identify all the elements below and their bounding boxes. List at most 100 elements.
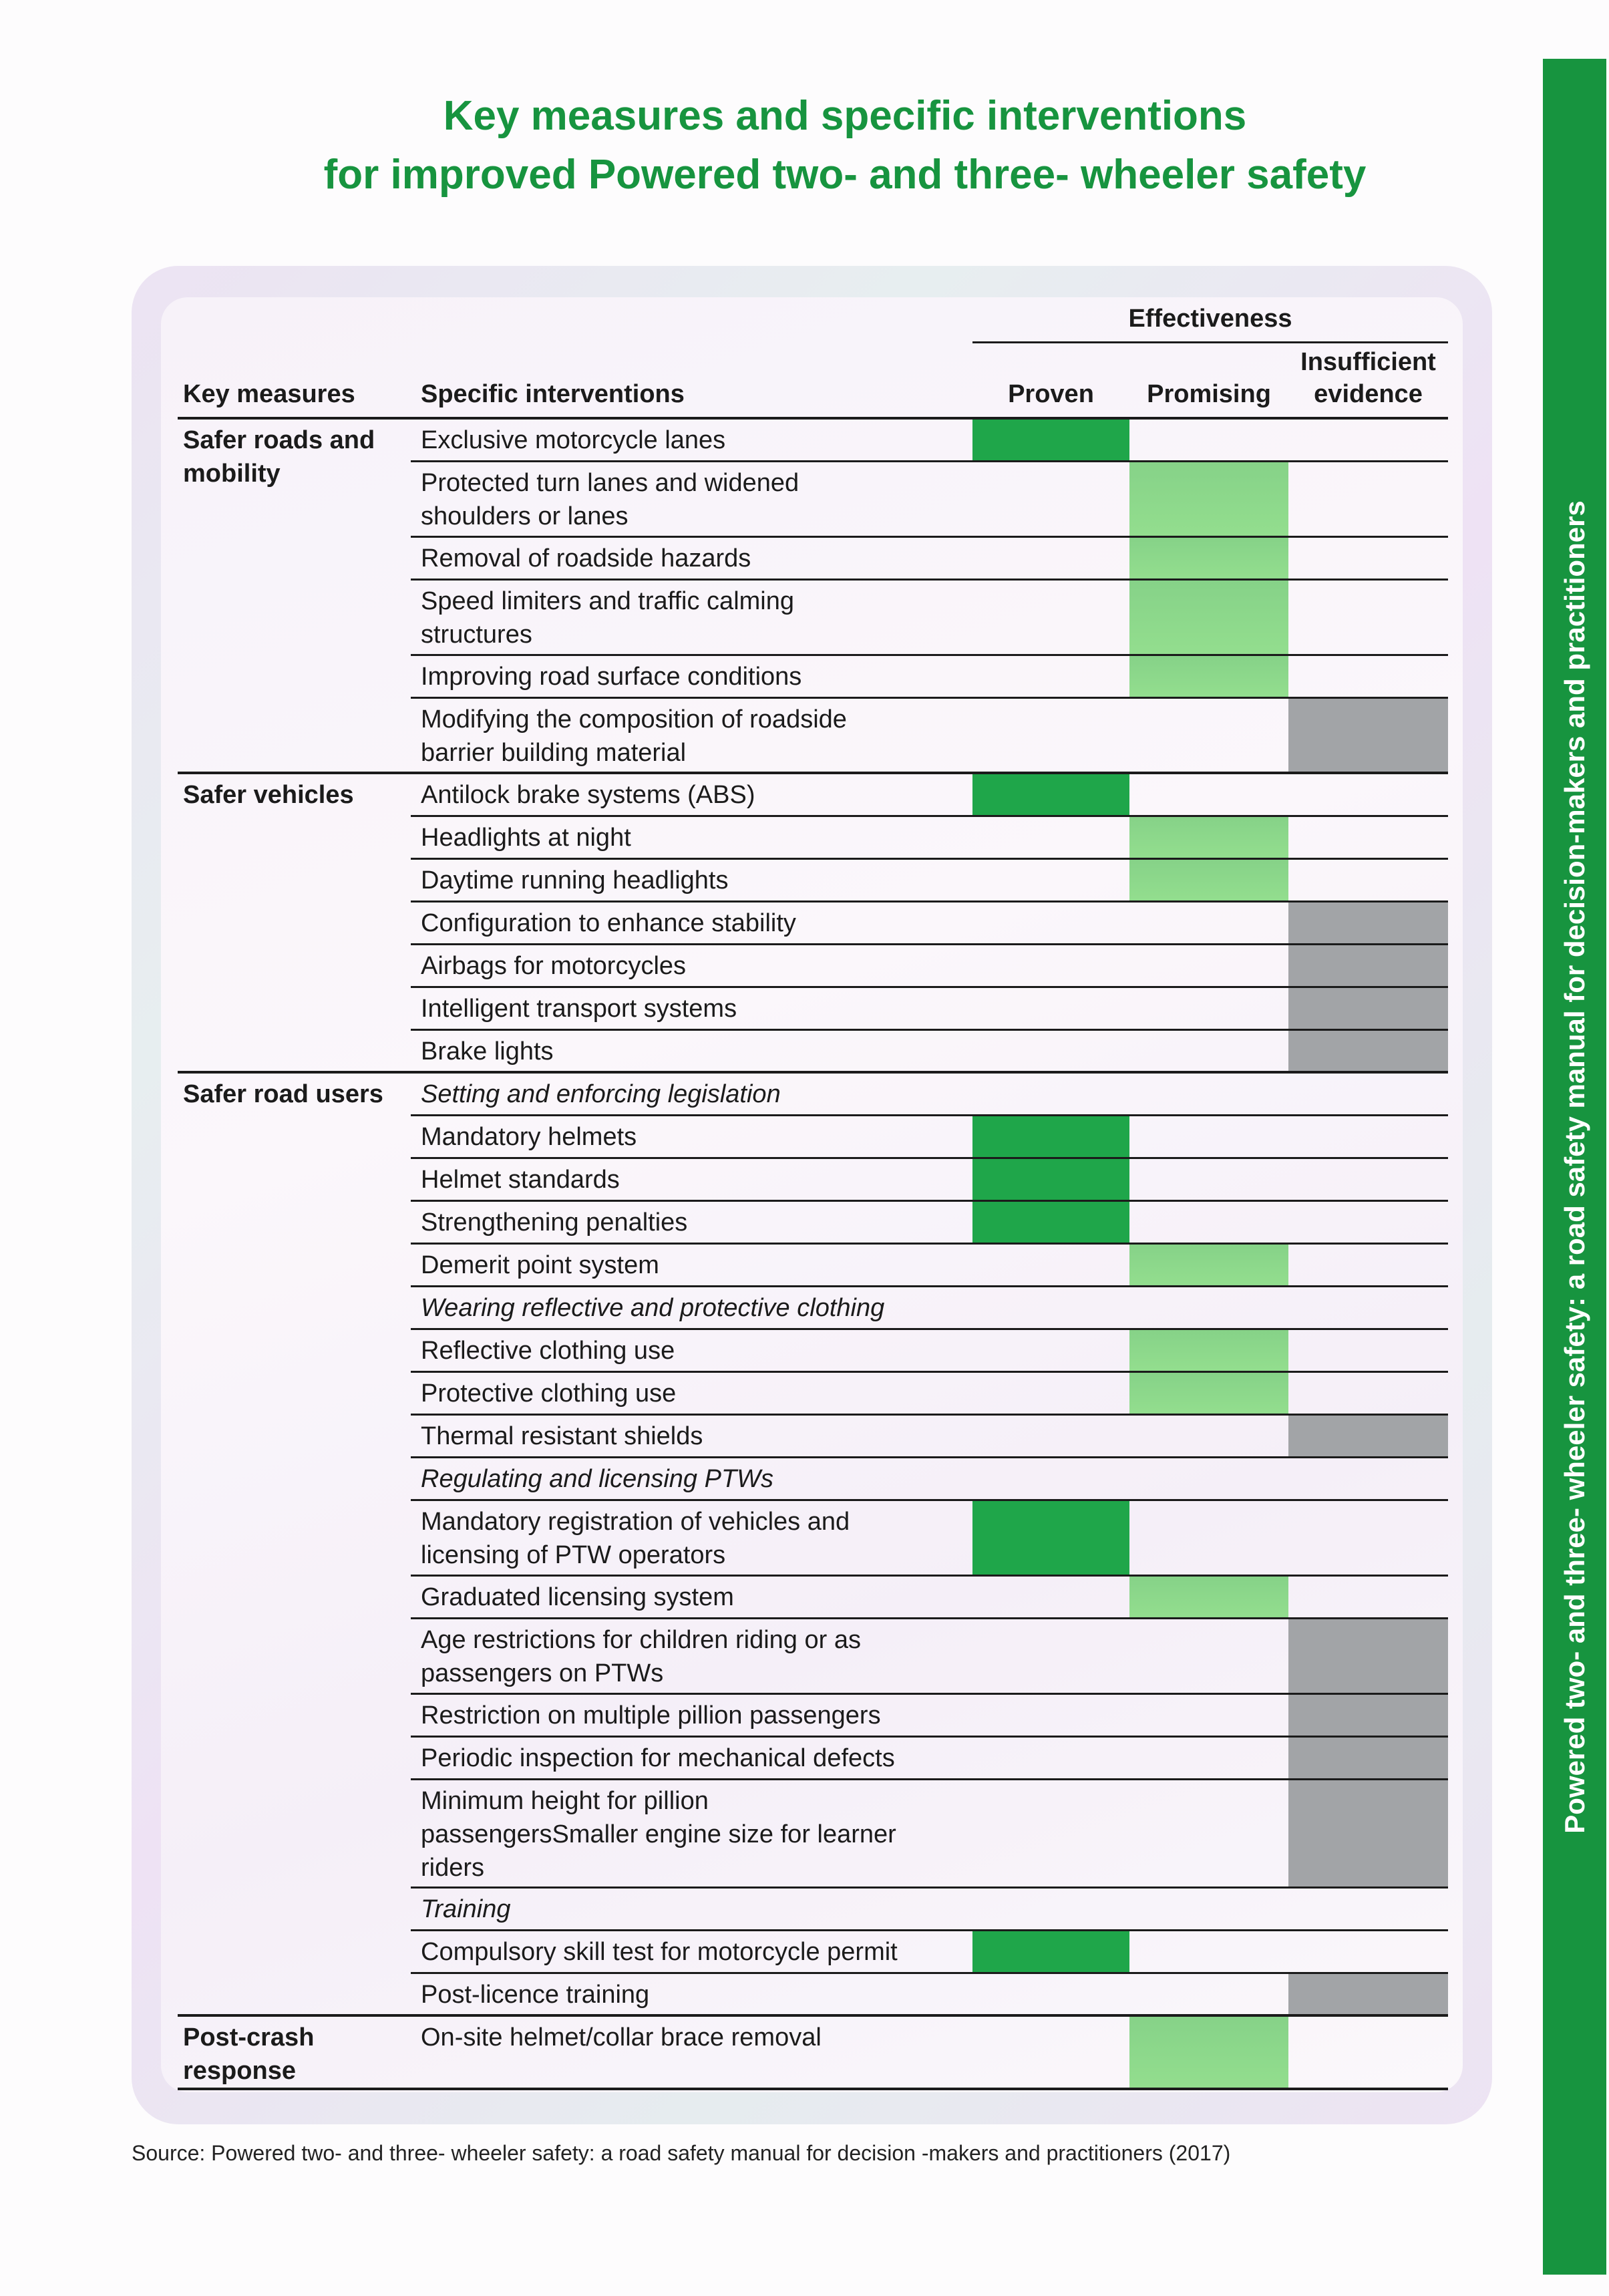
insufficient-cell bbox=[1288, 460, 1448, 536]
key-measure: Post-crash response bbox=[178, 2014, 411, 2090]
insufficient-cell bbox=[1288, 1370, 1448, 1414]
intervention-line: Protected turn lanes and widened bbox=[421, 468, 799, 497]
intervention: Compulsory skill test for motorcycle per… bbox=[411, 1929, 972, 1973]
proven-cell bbox=[972, 578, 1129, 655]
specific-interventions-header: Specific interventions bbox=[411, 342, 972, 420]
insufficient-cell-filled bbox=[1288, 985, 1448, 1029]
proven-cell bbox=[972, 1285, 1129, 1329]
insufficient-cell bbox=[1288, 578, 1448, 655]
intervention: Daytime running headlights bbox=[411, 857, 972, 901]
table-row: Age restrictions for children riding or … bbox=[178, 1617, 1448, 1693]
table-row: Restriction on multiple pillion passenge… bbox=[178, 1692, 1448, 1736]
proven-cell-filled bbox=[972, 1929, 1129, 1973]
promising-cell bbox=[1129, 1735, 1288, 1779]
intervention: Restriction on multiple pillion passenge… bbox=[411, 1692, 972, 1736]
intervention-line: Protective clothing use bbox=[421, 1379, 677, 1408]
intervention: Intelligent transport systems bbox=[411, 985, 972, 1029]
insufficient-cell bbox=[1288, 1199, 1448, 1243]
table-row: Protected turn lanes and widened shoulder… bbox=[178, 460, 1448, 536]
promising-cell bbox=[1129, 943, 1288, 987]
intervention-line: Compulsory skill test for motorcycle per… bbox=[421, 1937, 898, 1966]
table-row: Compulsory skill test for motorcycle per… bbox=[178, 1929, 1448, 1973]
table-row: Wearing reflective and protective clothi… bbox=[178, 1285, 1448, 1329]
promising-cell bbox=[1129, 1692, 1288, 1736]
promising-cell bbox=[1129, 1114, 1288, 1158]
intervention: Protected turn lanes and widened shoulder… bbox=[411, 460, 972, 536]
intervention-line: Daytime running headlights bbox=[421, 866, 729, 894]
table-row: Graduated licensing system bbox=[178, 1574, 1448, 1618]
intervention: Periodic inspection for mechanical defec… bbox=[411, 1735, 972, 1779]
table-row: Removal of roadside hazards bbox=[178, 535, 1448, 579]
proven-cell-filled bbox=[972, 417, 1129, 461]
intervention-line: structures bbox=[421, 620, 532, 649]
promising-cell bbox=[1129, 772, 1288, 816]
intervention-line: licensing of PTW operators bbox=[421, 1540, 726, 1569]
table-row: Brake lights bbox=[178, 1028, 1448, 1072]
proven-cell-filled bbox=[972, 1156, 1129, 1200]
intervention: Speed limiters and traffic calming struct… bbox=[411, 578, 972, 655]
table-row: Training bbox=[178, 1886, 1448, 1930]
proven-cell bbox=[972, 2014, 1129, 2090]
promising-cell-filled bbox=[1129, 1327, 1288, 1371]
intervention-subheading: Setting and enforcing legislation bbox=[411, 1071, 972, 1115]
table-row: Thermal resistant shields bbox=[178, 1413, 1448, 1457]
table-row: Safer road users Setting and enforcing le… bbox=[178, 1071, 1448, 2015]
proven-cell bbox=[972, 1327, 1129, 1371]
promising-cell bbox=[1129, 1285, 1288, 1329]
insufficient-cell-filled bbox=[1288, 1028, 1448, 1072]
intervention-line: Graduated licensing system bbox=[421, 1583, 734, 1611]
promising-cell bbox=[1129, 417, 1288, 461]
intervention: Modifying the composition of roadside bar… bbox=[411, 696, 972, 773]
intervention-line: Reflective clothing use bbox=[421, 1336, 675, 1365]
insufficient-cell bbox=[1288, 814, 1448, 858]
proven-cell bbox=[972, 696, 1129, 773]
table-row: Post-licence training bbox=[178, 1971, 1448, 2015]
proven-cell bbox=[972, 1456, 1129, 1500]
intervention: Airbags for motorcycles bbox=[411, 943, 972, 987]
intervention: Mandatory helmets bbox=[411, 1114, 972, 1158]
table-row: Modifying the composition of roadside bar… bbox=[178, 696, 1448, 773]
proven-cell bbox=[972, 857, 1129, 901]
intervention-line: Speed limiters and traffic calming bbox=[421, 587, 794, 615]
intervention-line: Minimum height for pillion bbox=[421, 1786, 709, 1815]
proven-cell-filled bbox=[972, 772, 1129, 816]
intervention-line: Headlights at night bbox=[421, 823, 631, 852]
intervention-line: Brake lights bbox=[421, 1037, 554, 1065]
insufficient-cell bbox=[1288, 1929, 1448, 1973]
source-note: Source: Powered two- and three- wheeler … bbox=[132, 2141, 1231, 2165]
key-measure: Safer vehicles bbox=[178, 772, 411, 1072]
proven-cell bbox=[972, 1574, 1129, 1618]
insufficient-cell bbox=[1288, 1886, 1448, 1930]
header-line: Insufficient bbox=[1300, 348, 1436, 376]
insufficient-cell bbox=[1288, 857, 1448, 901]
intervention-line: Exclusive motorcycle lanes bbox=[421, 426, 726, 454]
insufficient-cell bbox=[1288, 417, 1448, 461]
promising-cell bbox=[1129, 1199, 1288, 1243]
insufficient-cell bbox=[1288, 1114, 1448, 1158]
insufficient-cell-filled bbox=[1288, 1778, 1448, 1887]
promising-cell bbox=[1129, 1886, 1288, 1930]
intervention-line: barrier building material bbox=[421, 738, 687, 767]
intervention: Exclusive motorcycle lanes bbox=[411, 417, 972, 461]
intervention-line: shoulders or lanes bbox=[421, 502, 629, 530]
intervention-line: Post-licence training bbox=[421, 1980, 650, 2009]
intervention-line: Configuration to enhance stability bbox=[421, 909, 796, 937]
intervention: Brake lights bbox=[411, 1028, 972, 1072]
intervention-line: Demerit point system bbox=[421, 1251, 659, 1279]
intervention-line: On-site helmet/collar brace removal bbox=[421, 2023, 822, 2052]
promising-cell bbox=[1129, 696, 1288, 773]
title-line: for improved Powered two- and three- whe… bbox=[323, 152, 1367, 198]
promising-cell-filled bbox=[1129, 535, 1288, 579]
promising-cell bbox=[1129, 1617, 1288, 1693]
table-row: Mandatory helmets bbox=[178, 1114, 1448, 1158]
table-row: Daytime running headlights bbox=[178, 857, 1448, 901]
intervention-line: Regulating and licensing PTWs bbox=[421, 1464, 774, 1493]
intervention-line: Mandatory helmets bbox=[421, 1122, 637, 1151]
insufficient-cell-filled bbox=[1288, 943, 1448, 987]
intervention-line: passengersSmaller engine size for learne… bbox=[421, 1820, 896, 1848]
proven-cell bbox=[972, 814, 1129, 858]
promising-cell bbox=[1129, 1456, 1288, 1500]
intervention-subheading: Wearing reflective and protective clothi… bbox=[411, 1285, 972, 1329]
intervention-line: Airbags for motorcycles bbox=[421, 951, 687, 980]
table-row: Improving road surface conditions bbox=[178, 653, 1448, 697]
